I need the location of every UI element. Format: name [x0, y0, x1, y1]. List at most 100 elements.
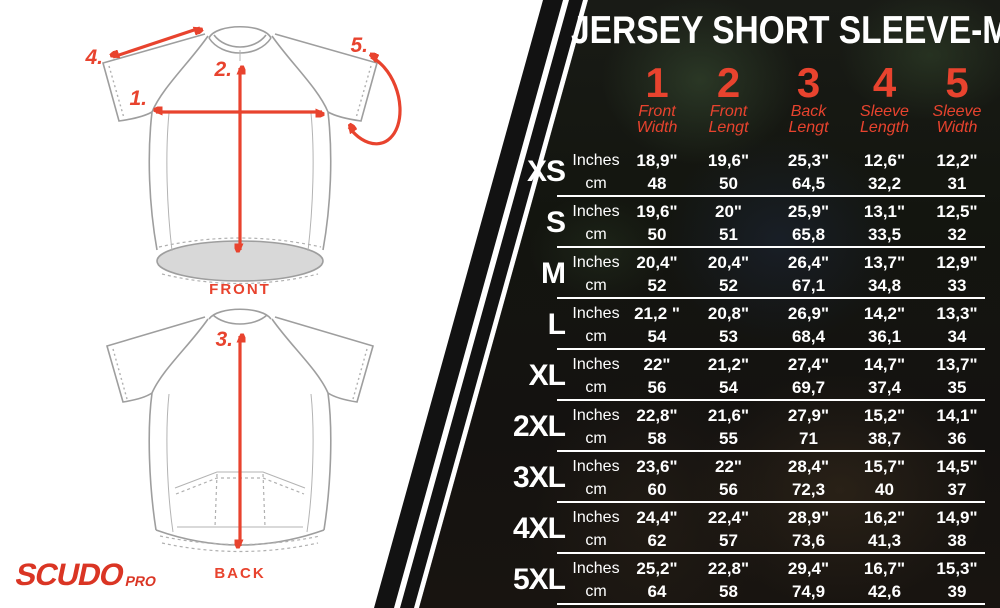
cm-value: 58 [719, 581, 738, 601]
units-cell: Inches cm [565, 506, 627, 552]
cm-value: 52 [647, 275, 667, 295]
measurement-cell-back-length: 29,4" 74,9 [770, 557, 847, 603]
size-label: 5XL [512, 562, 566, 596]
inches-value: 21,2 " [634, 303, 680, 323]
measurement-cell-front-width: 18,9" 48 [627, 149, 687, 195]
front-caption: FRONT [209, 281, 271, 298]
cm-value: 53 [719, 326, 738, 346]
measurement-cell-front-width: 20,4" 52 [627, 251, 687, 297]
measurement-cell-sleeve-length: 15,2" 38,7 [847, 404, 922, 450]
measurement-cell-back-length: 28,9" 73,6 [770, 506, 847, 552]
measurement-cell-sleeve-width: 13,3" 34 [922, 302, 992, 348]
size-label: L [547, 307, 566, 341]
marker-label-2: 2. [213, 58, 232, 81]
unit-inches-label: Inches [572, 406, 620, 424]
table-row: S Inches cm 19,6" 50 20" 51 25,9" 65,8 1… [500, 197, 992, 248]
inches-value: 12,6" [863, 150, 906, 170]
brand-name: SCUDO [12, 557, 127, 592]
cm-value: 57 [719, 530, 738, 550]
inches-value: 28,4" [787, 456, 830, 476]
table-row: L Inches cm 21,2 " 54 20,8" 53 26,9" 68,… [500, 299, 992, 350]
measurement-cell-front-length: 22" 56 [687, 455, 770, 501]
unit-inches-label: Inches [572, 355, 620, 373]
cm-value: 38,7 [867, 428, 902, 448]
cm-value: 56 [647, 377, 667, 397]
unit-cm-label: cm [585, 582, 607, 600]
measurement-cell-front-length: 21,6" 55 [687, 404, 770, 450]
inches-value: 21,2" [707, 354, 750, 374]
units-cell: Inches cm [565, 149, 627, 195]
cm-value: 54 [647, 326, 667, 346]
inches-value: 14,2" [863, 303, 906, 323]
measurement-cell-front-width: 21,2 " 54 [627, 302, 687, 348]
inches-value: 22,8" [707, 558, 750, 578]
inches-value: 20,4" [636, 252, 678, 272]
brand-logo: SCUDO PRO [12, 557, 160, 592]
measurement-cell-front-length: 20,8" 53 [687, 302, 770, 348]
column-label-line1: Sleeve [860, 103, 909, 120]
cm-value: 58 [647, 428, 667, 448]
cm-value: 48 [647, 173, 667, 193]
units-cell: Inches cm [565, 455, 627, 501]
measurement-cell-sleeve-width: 14,5" 37 [922, 455, 992, 501]
cm-value: 41,3 [867, 530, 902, 550]
units-cell: Inches cm [565, 404, 627, 450]
column-header-sleeve-width: 5 Sleeve Width [922, 62, 992, 136]
inches-value: 12,2" [936, 150, 978, 170]
measurement-cell-front-length: 20" 51 [687, 200, 770, 246]
cm-value: 37 [947, 479, 967, 499]
size-label: M [541, 256, 566, 290]
column-number: 2 [716, 59, 741, 106]
cm-value: 39 [947, 581, 967, 601]
measurement-cell-back-length: 27,9" 71 [770, 404, 847, 450]
column-number: 1 [645, 59, 669, 106]
measurement-cell-sleeve-length: 16,7" 42,6 [847, 557, 922, 603]
cm-value: 62 [647, 530, 667, 550]
marker-label-4: 4. [84, 46, 103, 69]
cm-value: 32,2 [867, 173, 902, 193]
inches-value: 26,4" [787, 252, 830, 272]
measurement-cell-front-width: 25,2" 64 [627, 557, 687, 603]
cm-value: 36,1 [867, 326, 902, 346]
cm-value: 71 [799, 428, 818, 448]
size-label: S [545, 205, 566, 239]
units-cell: Inches cm [565, 200, 627, 246]
front-jersey-drawing [102, 25, 378, 285]
column-header-back-length: 3 Back Lengt [770, 62, 847, 136]
inches-value: 14,1" [936, 405, 978, 425]
inches-value: 13,7" [863, 252, 906, 272]
measurement-cell-back-length: 27,4" 69,7 [770, 353, 847, 399]
table-row: XL Inches cm 22" 56 21,2" 54 27,4" 69,7 … [500, 350, 992, 401]
cm-value: 32 [947, 224, 967, 244]
cm-value: 34 [947, 326, 967, 346]
inches-value: 15,2" [863, 405, 906, 425]
unit-inches-label: Inches [572, 253, 620, 271]
cm-value: 52 [719, 275, 738, 295]
column-number: 3 [796, 59, 821, 106]
inches-value: 22,8" [636, 405, 678, 425]
cm-value: 40 [875, 479, 894, 499]
inches-value: 15,3" [936, 558, 978, 578]
measurement-cell-front-width: 22" 56 [627, 353, 687, 399]
column-label-line2: Lengt [788, 119, 829, 136]
cm-value: 64 [647, 581, 667, 601]
inches-value: 16,2" [863, 507, 906, 527]
marker-label-1: 1. [129, 87, 147, 110]
inches-value: 16,7" [863, 558, 906, 578]
cm-value: 42,6 [867, 581, 902, 601]
table-row: 5XL Inches cm 25,2" 64 22,8" 58 29,4" 74… [500, 554, 992, 605]
cm-value: 56 [719, 479, 738, 499]
inches-value: 15,7" [863, 456, 906, 476]
table-row: 2XL Inches cm 22,8" 58 21,6" 55 27,9" 71… [500, 401, 992, 452]
column-number: 5 [945, 59, 969, 106]
size-label: 4XL [512, 511, 566, 545]
measurement-cell-back-length: 28,4" 72,3 [770, 455, 847, 501]
measurement-cell-sleeve-width: 12,5" 32 [922, 200, 992, 246]
cm-value: 33,5 [867, 224, 902, 244]
column-header-front-length: 2 Front Lengt [687, 62, 770, 136]
cm-value: 72,3 [791, 479, 826, 499]
cm-value: 50 [647, 224, 667, 244]
inches-value: 20,4" [707, 252, 750, 272]
measurement-cell-front-length: 22,4" 57 [687, 506, 770, 552]
measurement-cell-sleeve-width: 15,3" 39 [922, 557, 992, 603]
